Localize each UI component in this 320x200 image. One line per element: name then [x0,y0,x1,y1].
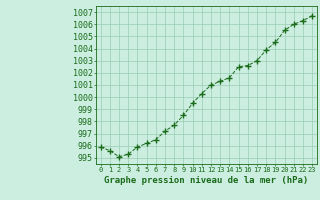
X-axis label: Graphe pression niveau de la mer (hPa): Graphe pression niveau de la mer (hPa) [104,176,308,185]
